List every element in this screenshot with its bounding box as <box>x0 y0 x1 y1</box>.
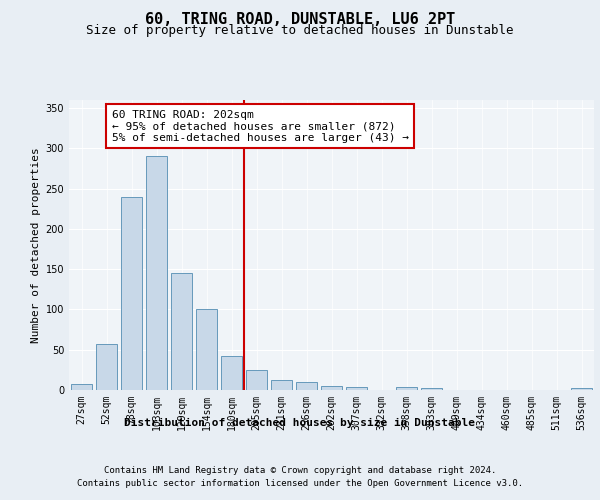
Text: Distribution of detached houses by size in Dunstable: Distribution of detached houses by size … <box>125 418 476 428</box>
Bar <box>96 344 117 390</box>
Text: Contains HM Land Registry data © Crown copyright and database right 2024.: Contains HM Land Registry data © Crown c… <box>104 466 496 475</box>
Bar <box>571 388 592 390</box>
Bar <box>196 310 217 390</box>
Text: Contains public sector information licensed under the Open Government Licence v3: Contains public sector information licen… <box>77 479 523 488</box>
Text: 60, TRING ROAD, DUNSTABLE, LU6 2PT: 60, TRING ROAD, DUNSTABLE, LU6 2PT <box>145 12 455 28</box>
Bar <box>421 388 442 390</box>
Bar <box>296 382 317 390</box>
Bar <box>146 156 167 390</box>
Bar <box>396 387 417 390</box>
Bar <box>271 380 292 390</box>
Bar <box>346 387 367 390</box>
Bar <box>321 386 342 390</box>
Y-axis label: Number of detached properties: Number of detached properties <box>31 147 41 343</box>
Bar <box>71 384 92 390</box>
Text: Size of property relative to detached houses in Dunstable: Size of property relative to detached ho… <box>86 24 514 37</box>
Text: 60 TRING ROAD: 202sqm
← 95% of detached houses are smaller (872)
5% of semi-deta: 60 TRING ROAD: 202sqm ← 95% of detached … <box>112 110 409 143</box>
Bar <box>121 196 142 390</box>
Bar <box>171 273 192 390</box>
Bar <box>221 356 242 390</box>
Bar <box>246 370 267 390</box>
